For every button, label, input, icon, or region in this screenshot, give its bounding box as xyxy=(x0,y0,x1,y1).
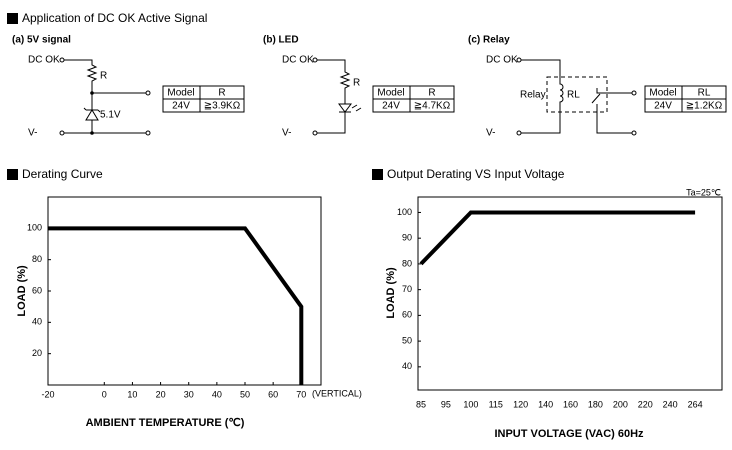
x-axis-label: AMBIENT TEMPERATURE (℃) xyxy=(86,417,245,429)
circuit-c xyxy=(516,57,637,136)
x-tick-label: 60 xyxy=(268,389,278,399)
component-label: RL xyxy=(567,90,580,101)
x-tick-label: 115 xyxy=(489,399,503,409)
x-tick-label: 140 xyxy=(538,399,553,409)
data-line xyxy=(48,226,304,385)
annotation: Ta=25℃ xyxy=(686,187,721,197)
x-tick-label: 220 xyxy=(638,399,653,409)
data-line xyxy=(419,210,696,266)
plot-frame xyxy=(417,196,723,391)
y-tick-label: 40 xyxy=(402,361,412,371)
y-tick-label: 70 xyxy=(402,284,412,294)
y-tick-label: 90 xyxy=(402,233,412,243)
table-header: Model xyxy=(167,88,194,99)
component-label: R xyxy=(100,71,107,82)
table-header: Model xyxy=(649,88,676,99)
table-cell: 24V xyxy=(172,101,190,112)
y-tick-label: 80 xyxy=(32,254,42,264)
section-title: Application of DC OK Active Signal xyxy=(22,11,207,25)
node xyxy=(90,131,94,135)
x-tick-label: 40 xyxy=(212,389,222,399)
table-header: R xyxy=(428,88,435,99)
x-tick-label: 200 xyxy=(613,399,628,409)
terminal-label: DC OK xyxy=(28,55,60,66)
table-header: RL xyxy=(698,88,711,99)
bullet xyxy=(7,169,18,180)
component-label: Relay xyxy=(520,90,546,101)
x-axis-label: INPUT VOLTAGE (VAC) 60Hz xyxy=(494,428,644,440)
circuit-label: (c) Relay xyxy=(468,35,510,46)
plot-frame xyxy=(47,196,322,386)
table-header: Model xyxy=(377,88,404,99)
annotation: (VERTICAL) xyxy=(312,388,362,398)
y-tick-label: 40 xyxy=(32,317,42,327)
bullet xyxy=(372,169,383,180)
y-tick-label: 100 xyxy=(27,223,42,233)
y-axis-label: LOAD (%) xyxy=(385,267,397,319)
terminal-label: DC OK xyxy=(486,55,518,66)
y-tick-label: 60 xyxy=(402,310,412,320)
y-tick-label: 50 xyxy=(402,335,412,345)
table-cell: ≧4.7KΩ xyxy=(414,101,451,112)
x-tick-label: 264 xyxy=(688,399,703,409)
x-tick-label: 85 xyxy=(416,399,426,409)
terminal-label: V- xyxy=(282,128,291,139)
x-tick-label: 70 xyxy=(296,389,306,399)
terminal-label: DC OK xyxy=(282,55,314,66)
terminal-label: V- xyxy=(486,128,495,139)
bullet xyxy=(7,13,18,24)
table-cell: 24V xyxy=(654,101,672,112)
chart-title: Derating Curve xyxy=(22,167,103,181)
table-cell: ≧1.2KΩ xyxy=(686,101,723,112)
x-tick-label: -20 xyxy=(41,389,54,399)
x-tick-label: 120 xyxy=(513,399,528,409)
y-axis-label: LOAD (%) xyxy=(16,265,28,317)
y-tick-label: 100 xyxy=(397,207,412,217)
y-tick-label: 60 xyxy=(32,285,42,295)
x-tick-label: 50 xyxy=(240,389,250,399)
terminal-label: V- xyxy=(28,128,37,139)
component-label: R xyxy=(353,78,360,89)
circuit-label: (b) LED xyxy=(263,35,299,46)
table-cell: ≧3.9KΩ xyxy=(204,101,241,112)
table-header: R xyxy=(218,88,225,99)
x-tick-label: 240 xyxy=(663,399,678,409)
x-tick-label: 20 xyxy=(156,389,166,399)
y-tick-label: 80 xyxy=(402,258,412,268)
component-label: 5.1V xyxy=(100,110,121,121)
node xyxy=(90,91,94,95)
table-cell: 24V xyxy=(382,101,400,112)
y-tick-label: 20 xyxy=(32,348,42,358)
circuit-a xyxy=(59,57,151,136)
x-tick-label: 30 xyxy=(184,389,194,399)
circuit-label: (a) 5V signal xyxy=(12,35,71,46)
x-tick-label: 10 xyxy=(127,389,137,399)
circuit-b xyxy=(312,57,362,136)
x-tick-label: 0 xyxy=(102,389,107,399)
x-tick-label: 95 xyxy=(441,399,451,409)
x-tick-label: 160 xyxy=(563,399,578,409)
x-tick-label: 100 xyxy=(463,399,478,409)
chart-title: Output Derating VS Input Voltage xyxy=(387,167,565,181)
x-tick-label: 180 xyxy=(588,399,603,409)
